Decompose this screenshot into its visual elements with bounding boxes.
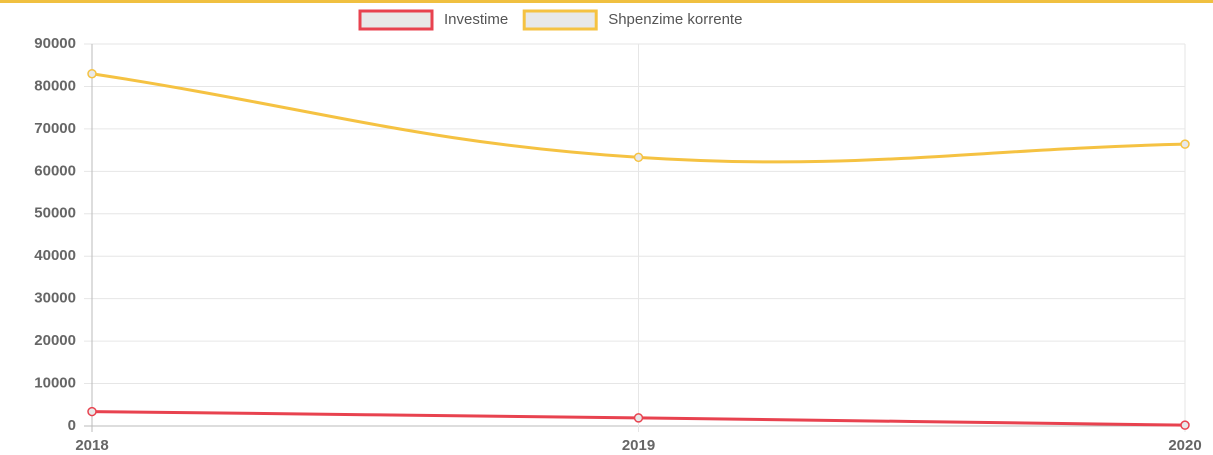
- y-tick-label: 0: [68, 417, 76, 434]
- y-tick-label: 70000: [34, 120, 76, 137]
- y-tick-label: 80000: [34, 77, 76, 94]
- y-tick-label: 10000: [34, 375, 76, 392]
- x-tick-label: 2019: [622, 437, 655, 454]
- legend-swatch: [358, 9, 434, 31]
- y-tick-label: 50000: [34, 205, 76, 222]
- y-tick-label: 90000: [34, 35, 76, 52]
- y-tick-label: 30000: [34, 290, 76, 307]
- legend-swatch: [522, 9, 598, 31]
- point: [87, 68, 97, 79]
- legend-label: Investime: [444, 11, 508, 28]
- point: [633, 152, 644, 163]
- legend-label: Shpenzime korrente: [608, 11, 742, 28]
- legend: Investime Shpenzime korrente: [358, 9, 742, 31]
- point: [87, 406, 97, 417]
- point: [1180, 420, 1190, 430]
- point: [1180, 139, 1190, 149]
- x-tick-label: 2018: [75, 437, 108, 454]
- y-tick-label: 40000: [34, 247, 76, 264]
- y-tick-label: 60000: [34, 162, 76, 179]
- x-tick-label: 2020: [1168, 437, 1201, 454]
- point: [633, 413, 644, 423]
- y-tick-label: 20000: [34, 332, 76, 349]
